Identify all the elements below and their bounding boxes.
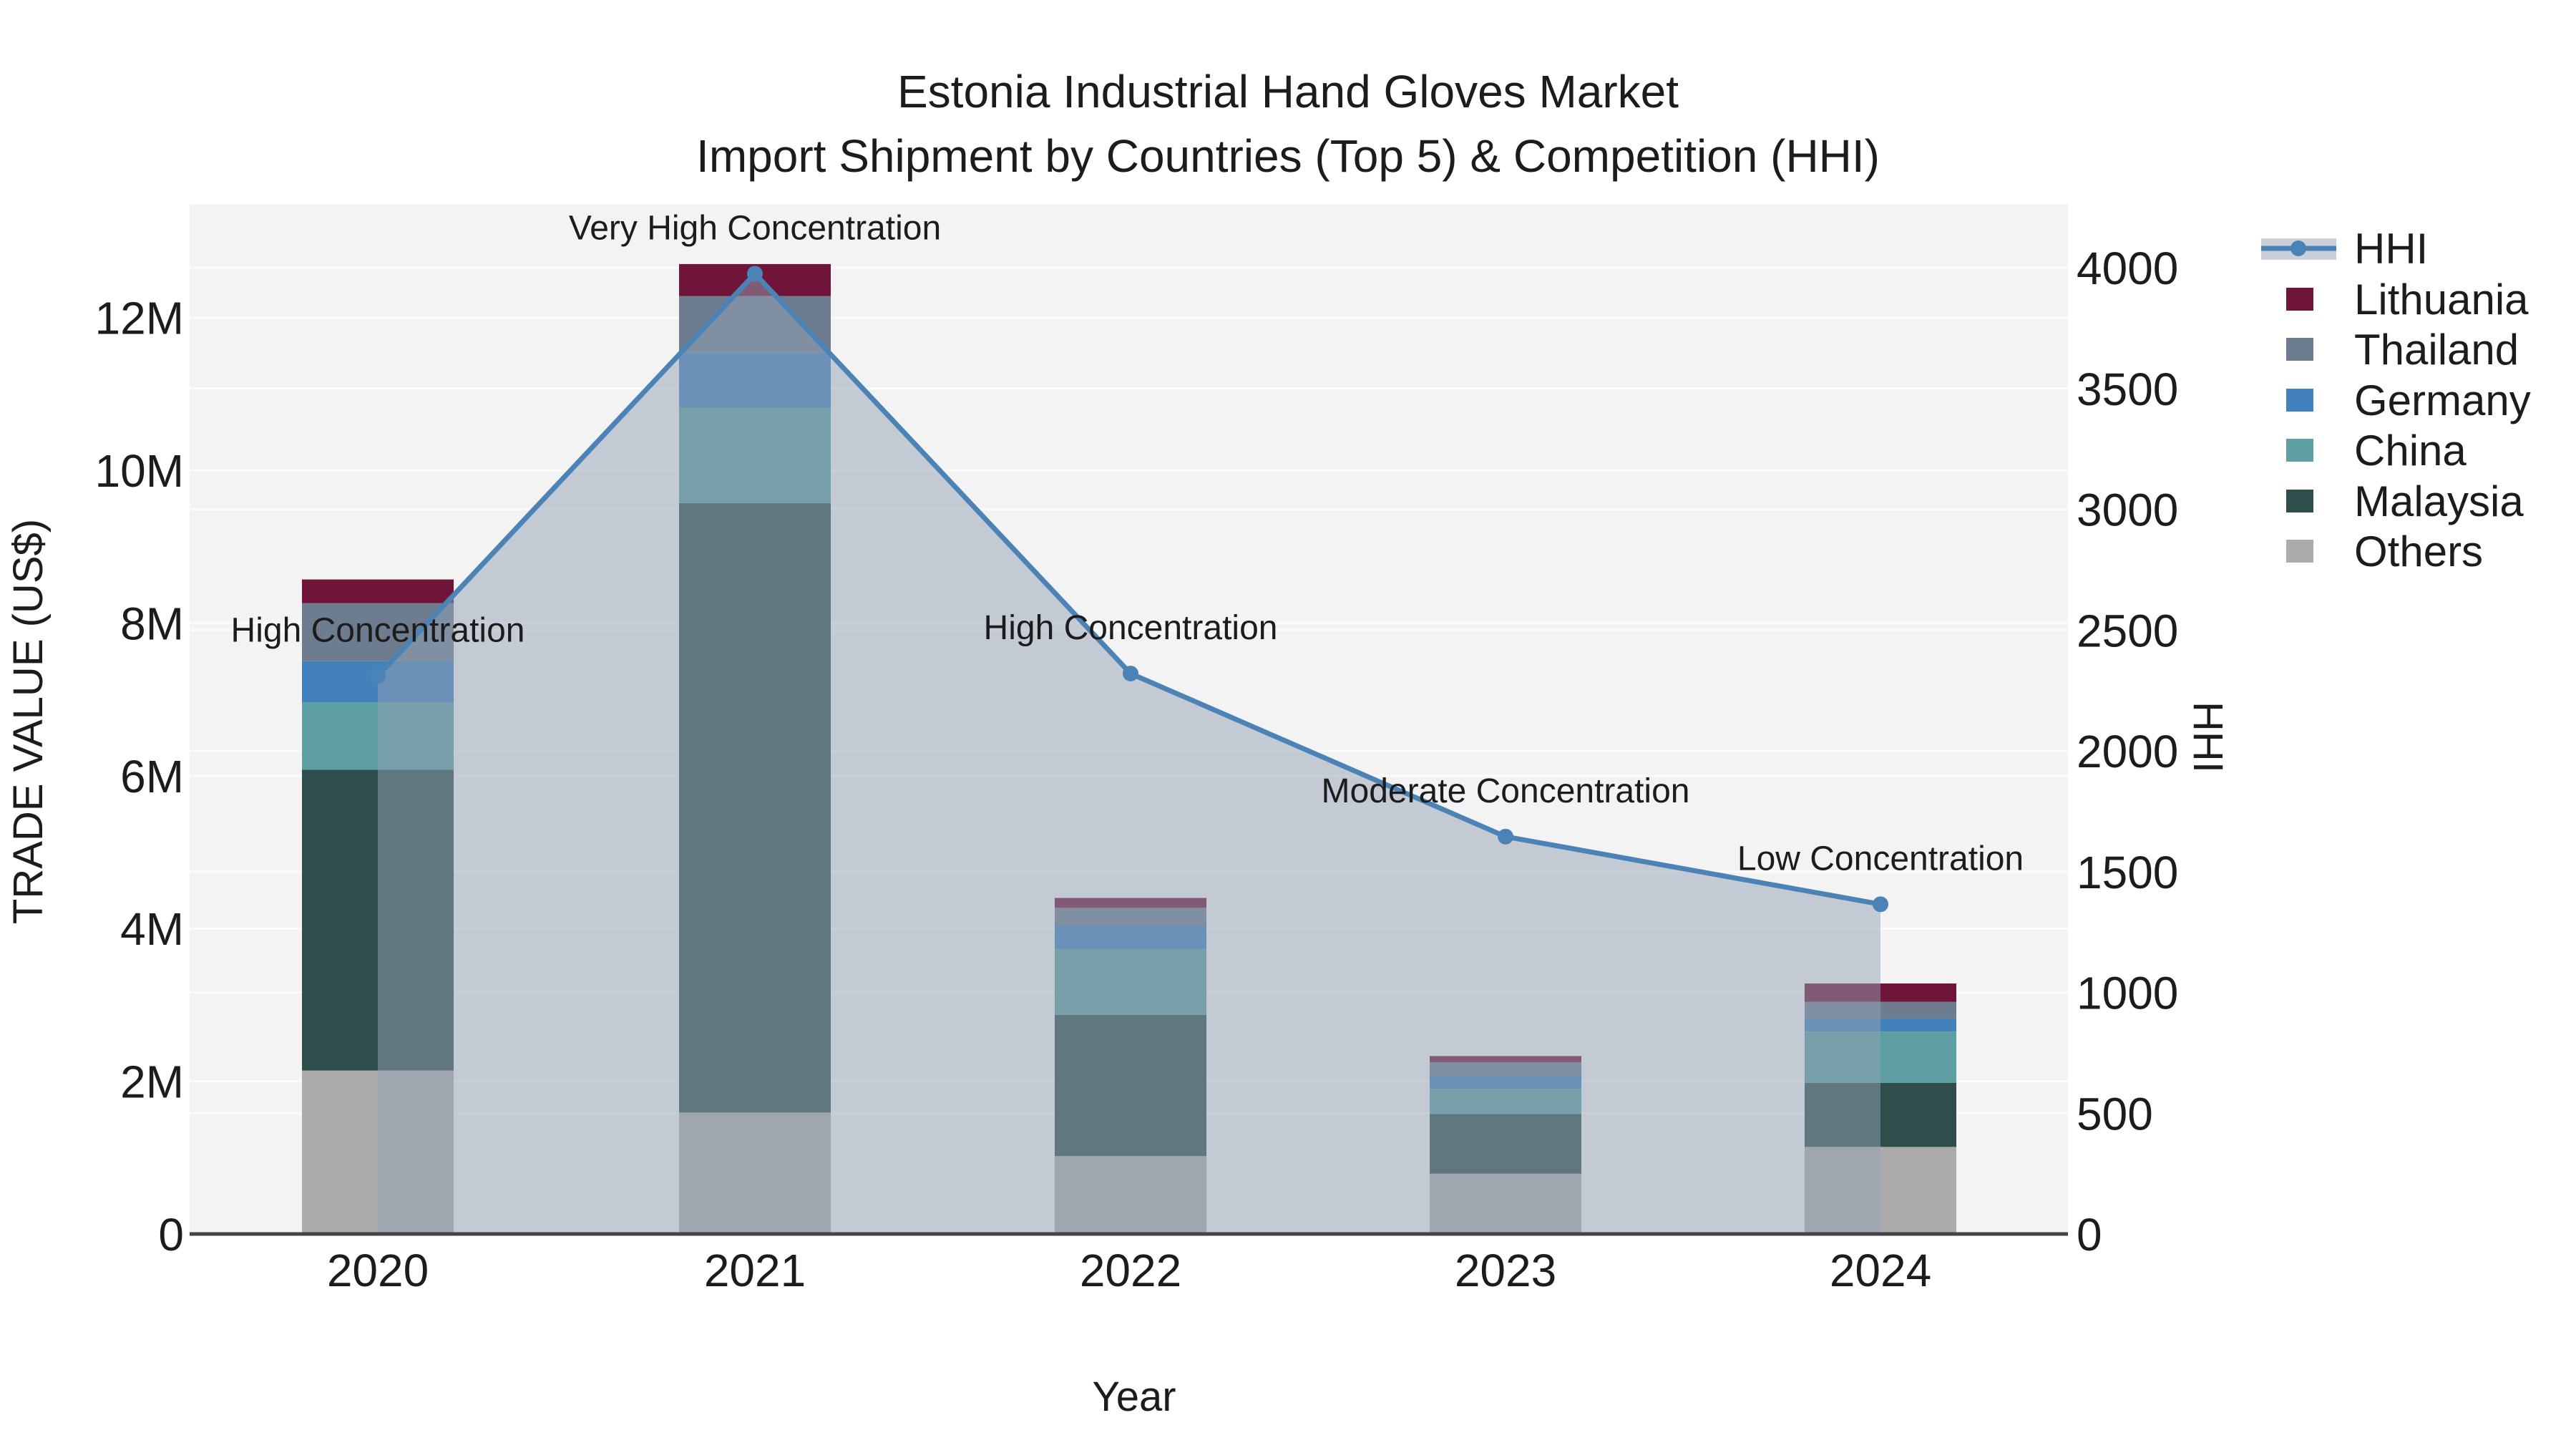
y-axis-left-label: TRADE VALUE (US$) [5, 518, 52, 925]
legend-swatch-china [2286, 439, 2313, 462]
legend-label-others: Others [2354, 528, 2483, 575]
y-right-tick-2500: 2500 [2077, 605, 2178, 656]
tick-labels: 2020 2021 2022 2023 2024 0 2M 4M 6M 8M 10M 12M 0 500 1… [95, 243, 2179, 1296]
legend-swatch-lithuania [2286, 288, 2313, 311]
legend-hhi-marker-icon [2290, 240, 2306, 256]
x-tick-2024: 2024 [1830, 1245, 1931, 1296]
annotation-2024: Low Concentration [1737, 840, 2024, 878]
legend-swatch-thailand [2286, 338, 2313, 361]
legend-item-china: China [2286, 427, 2467, 475]
y-right-tick-3000: 3000 [2077, 485, 2178, 536]
legend-label-malaysia: Malaysia [2354, 477, 2524, 525]
legend-item-thailand: Thailand [2286, 326, 2519, 374]
y-left-tick-10M: 10M [95, 445, 185, 497]
y-left-tick-6M: 6M [120, 751, 184, 802]
y-axis-right-label: HHI [2185, 701, 2231, 773]
legend-label-china: China [2354, 427, 2467, 475]
legend: HHILithuaniaThailandGermanyChinaMalaysia… [2261, 225, 2531, 575]
legend-swatch-malaysia [2286, 490, 2313, 512]
y-right-tick-1000: 1000 [2077, 968, 2178, 1019]
hhi-marker-2024 [1873, 896, 1888, 913]
y-left-tick-8M: 8M [120, 598, 184, 649]
hhi-marker-2022 [1123, 666, 1138, 681]
legend-label-germany: Germany [2354, 376, 2531, 424]
legend-item-germany: Germany [2286, 376, 2531, 424]
x-tick-2021: 2021 [704, 1245, 806, 1296]
y-left-tick-0: 0 [158, 1209, 184, 1260]
annotation-2023: Moderate Concentration [1322, 772, 1690, 810]
x-tick-2022: 2022 [1080, 1245, 1181, 1296]
y-right-tick-3500: 3500 [2077, 364, 2178, 415]
legend-label-hhi: HHI [2354, 225, 2428, 273]
legend-swatch-germany [2286, 389, 2313, 412]
legend-item-hhi: HHI [2261, 225, 2428, 273]
chart-title-line2: Import Shipment by Countries (Top 5) & C… [696, 130, 1880, 182]
chart-title-line1: Estonia Industrial Hand Gloves Market [897, 66, 1679, 117]
legend-item-others: Others [2286, 528, 2483, 575]
y-left-tick-4M: 4M [120, 903, 184, 955]
y-left-tick-12M: 12M [95, 293, 185, 344]
x-tick-2023: 2023 [1455, 1245, 1556, 1296]
hhi-area-fill [378, 273, 1880, 1234]
annotation-2021: Very High Concentration [569, 209, 941, 247]
x-tick-2020: 2020 [327, 1245, 429, 1296]
y-right-tick-1500: 1500 [2077, 847, 2178, 898]
hhi-marker-2023 [1498, 828, 1513, 845]
y-right-tick-2000: 2000 [2077, 726, 2178, 777]
y-right-tick-4000: 4000 [2077, 243, 2178, 294]
bar-segment-lithuania-2020 [302, 579, 454, 603]
y-left-tick-2M: 2M [120, 1056, 184, 1108]
legend-label-thailand: Thailand [2354, 326, 2519, 374]
legend-swatch-others [2286, 540, 2313, 563]
annotation-2022: High Concentration [984, 609, 1278, 647]
hhi-marker-2021 [747, 266, 763, 282]
y-right-tick-500: 500 [2077, 1088, 2153, 1139]
x-axis-label: Year [1092, 1374, 1176, 1420]
hhi-marker-2020 [370, 668, 386, 684]
legend-item-malaysia: Malaysia [2286, 477, 2524, 525]
y-right-tick-0: 0 [2077, 1209, 2102, 1260]
legend-item-lithuania: Lithuania [2286, 276, 2529, 324]
annotation-2020: High Concentration [231, 611, 525, 649]
annotations: High Concentration Very High Concentratio… [231, 209, 2024, 878]
legend-label-lithuania: Lithuania [2354, 276, 2529, 324]
